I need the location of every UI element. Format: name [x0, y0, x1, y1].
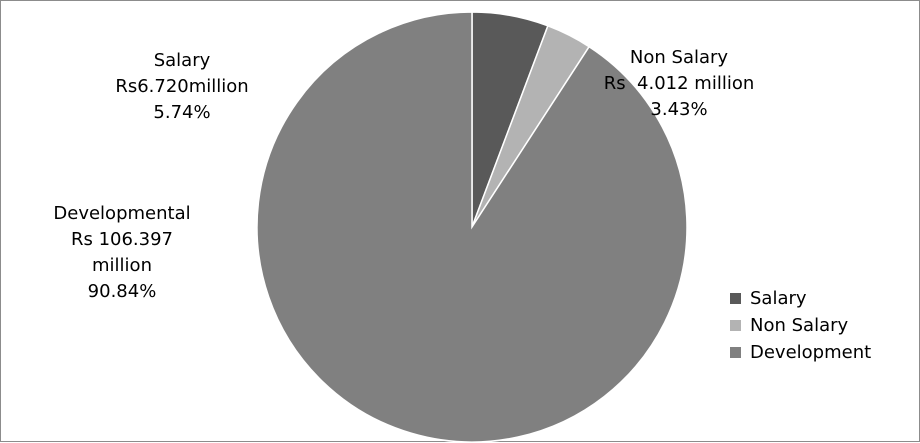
label-non-salary-percent: 3.43% — [650, 99, 708, 120]
legend-label-development: Development — [750, 342, 872, 363]
legend-item-development: Development — [730, 339, 871, 366]
label-dev-unit: million — [92, 255, 152, 276]
data-label-developmental: Developmental Rs 106.397 million 90.84% — [37, 201, 207, 305]
legend-swatch-non-salary — [730, 320, 741, 331]
legend-swatch-salary — [730, 293, 741, 304]
legend: Salary Non Salary Development — [730, 285, 871, 366]
label-salary-percent: 5.74% — [153, 102, 211, 123]
label-salary-amount: Rs6.720million — [115, 76, 249, 97]
legend-swatch-development — [730, 347, 741, 358]
label-dev-name: Developmental — [53, 203, 191, 224]
label-dev-percent: 90.84% — [87, 281, 157, 302]
legend-label-non-salary: Non Salary — [750, 315, 849, 336]
legend-label-salary: Salary — [750, 288, 807, 309]
label-salary-name: Salary — [153, 50, 211, 71]
legend-item-non-salary: Non Salary — [730, 312, 871, 339]
pie-slice-development — [256, 11, 688, 443]
data-label-non-salary: Non Salary Rs 4.012 million 3.43% — [589, 45, 769, 123]
label-non-salary-amount: Rs 4.012 million — [603, 73, 755, 94]
label-non-salary-name: Non Salary — [629, 47, 729, 68]
label-dev-amount: Rs 106.397 — [70, 229, 174, 250]
data-label-salary: Salary Rs6.720million 5.74% — [112, 48, 252, 126]
legend-item-salary: Salary — [730, 285, 871, 312]
